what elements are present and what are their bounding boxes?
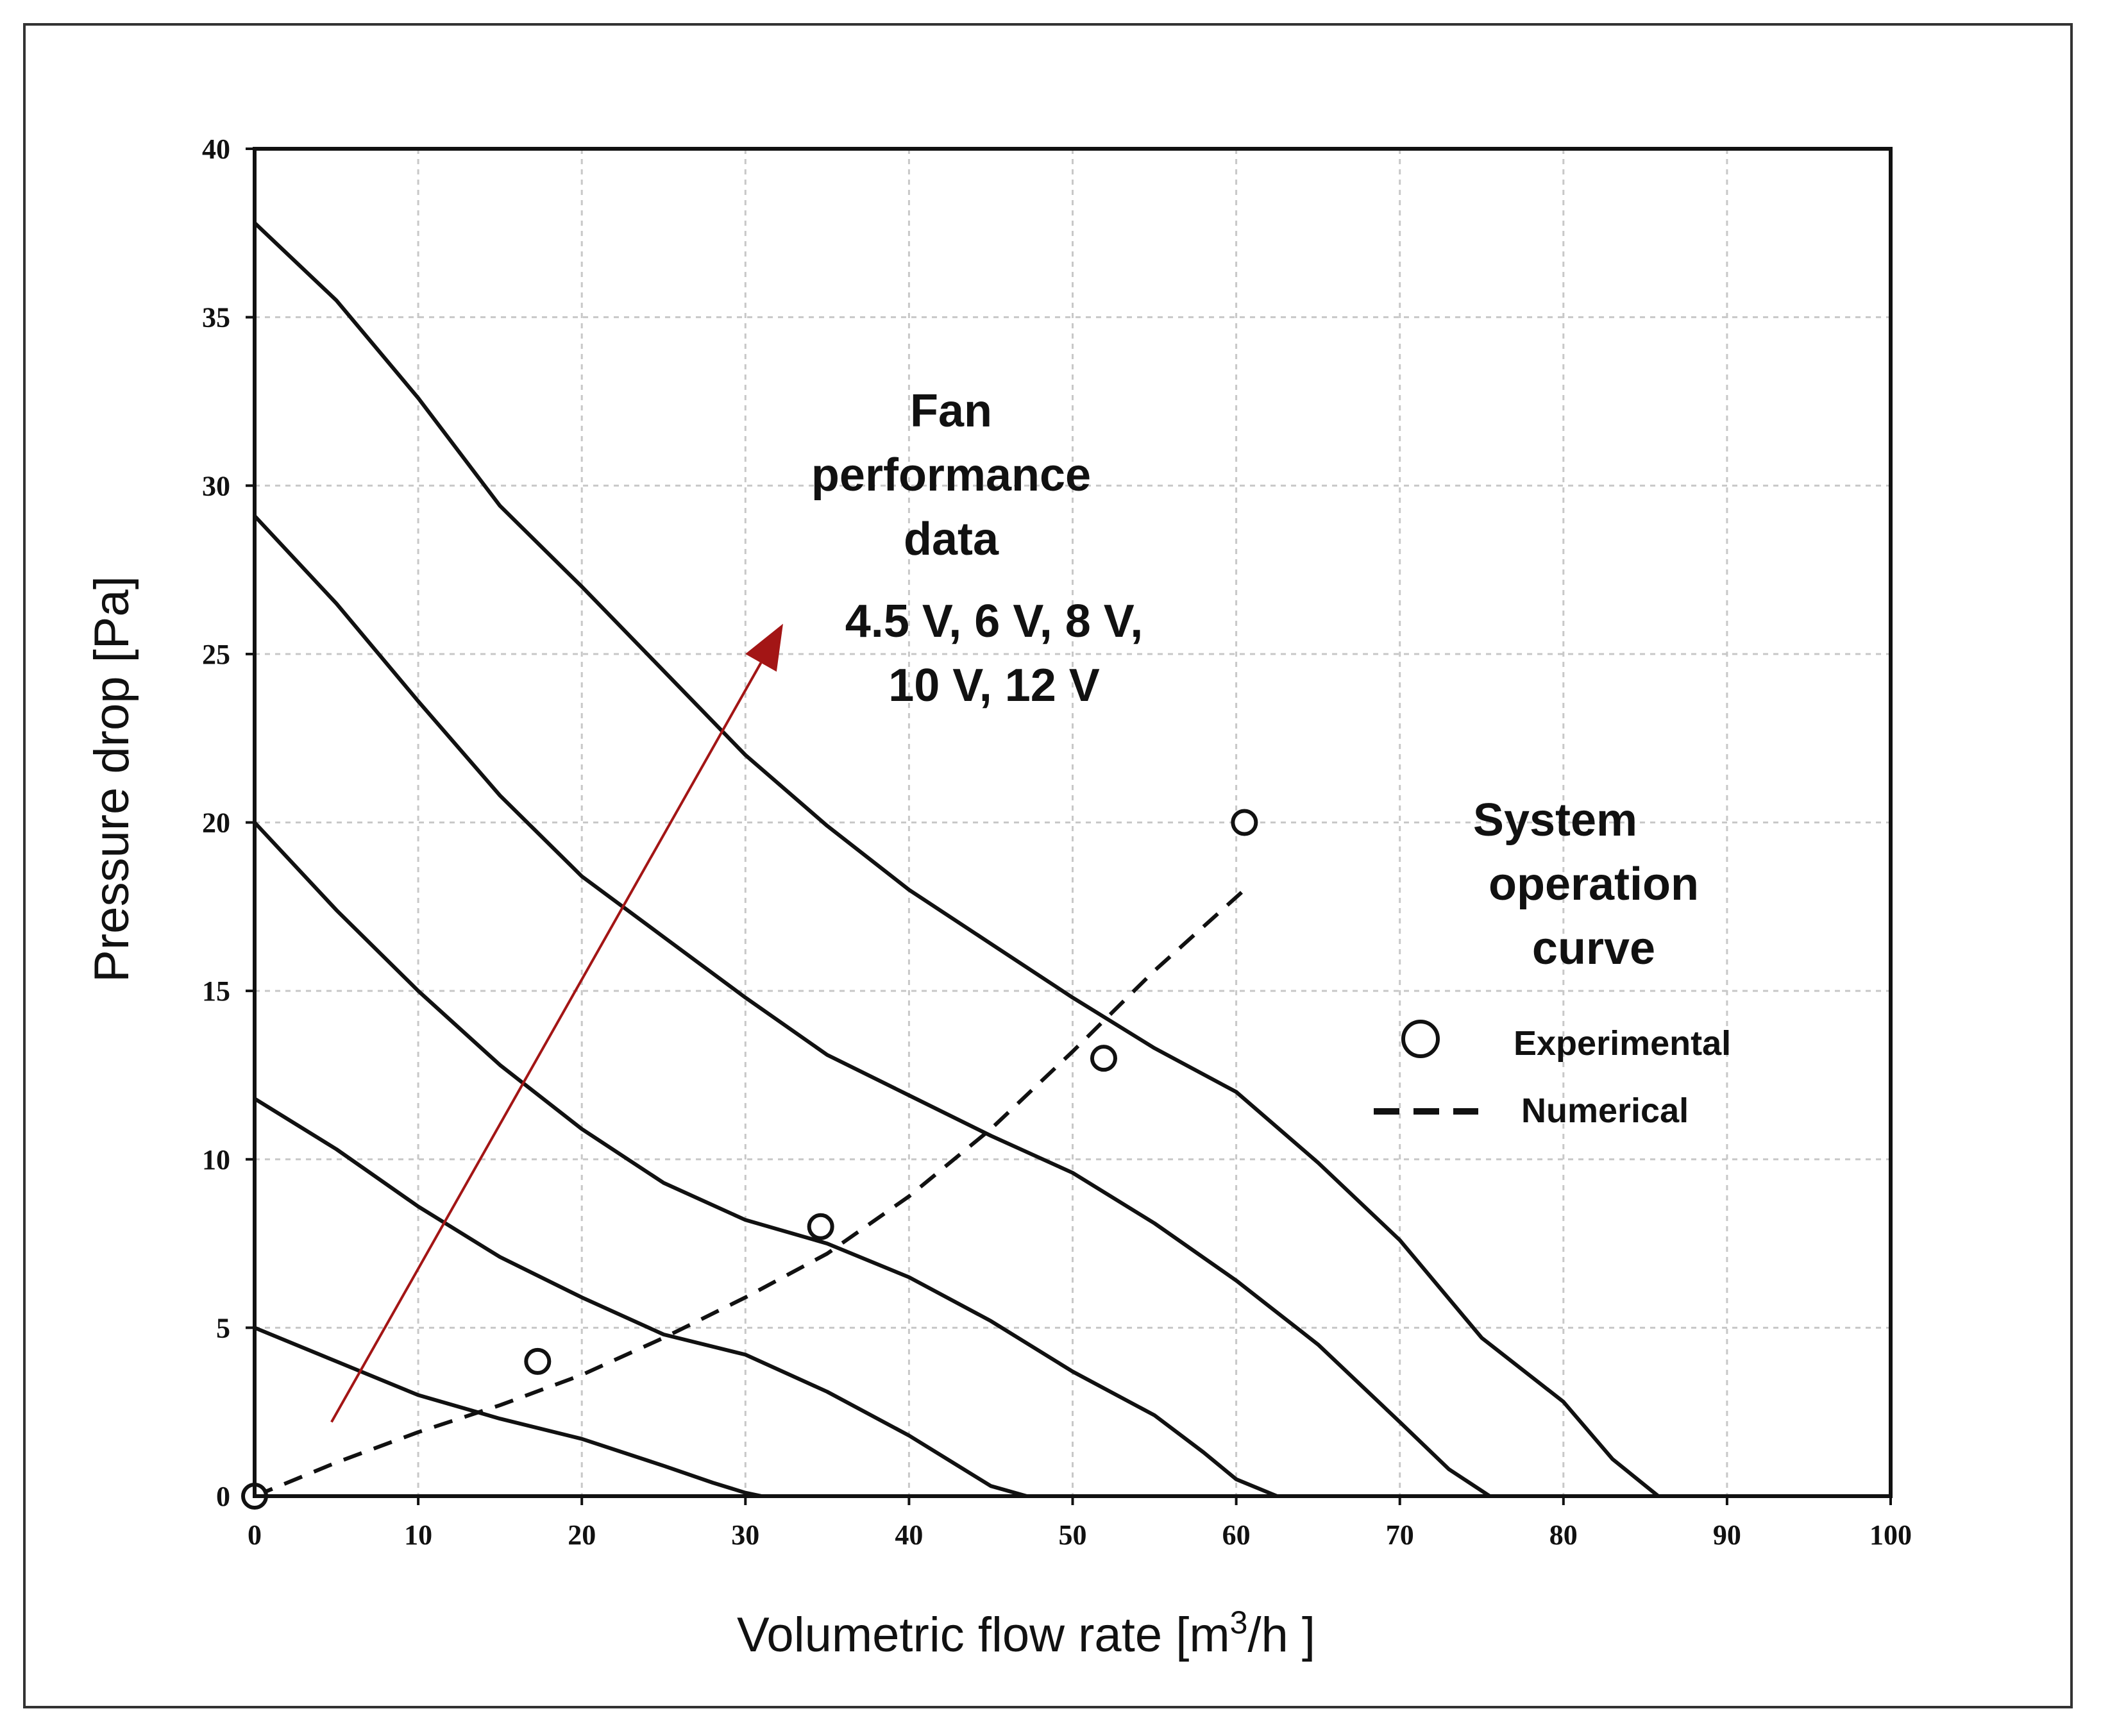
system-title-line-2: operation — [1489, 859, 1699, 910]
y-tick-label: 20 — [202, 807, 230, 839]
y-tick-label: 25 — [202, 639, 230, 670]
y-tick-label: 15 — [202, 975, 230, 1007]
fan-curve-12-v — [253, 221, 1660, 1498]
numerical-curve — [253, 888, 1246, 1498]
fan-curve-8-v — [253, 820, 1279, 1498]
x-axis-label: Volumetric flow rate [m3/h ] — [737, 1605, 1315, 1662]
voltages-line-2: 10 V, 12 V — [888, 660, 1100, 711]
x-tick-label: 40 — [895, 1519, 923, 1551]
y-tick-label: 30 — [202, 470, 230, 501]
x-tick-label: 20 — [568, 1519, 596, 1551]
x-tick-label: 70 — [1386, 1519, 1414, 1551]
fan-curve-6-v — [253, 1097, 1029, 1498]
x-tick-label: 50 — [1059, 1519, 1087, 1551]
experimental-point — [1090, 1045, 1117, 1072]
voltages-line-1: 4.5 V, 6 V, 8 V, — [845, 596, 1143, 647]
arrow-shaft — [330, 662, 763, 1423]
plot-area-border — [253, 147, 1893, 1498]
y-tick-label: 35 — [202, 302, 230, 333]
system-curve-annotation: System operation curve — [1473, 795, 1699, 974]
x-tick-label: 90 — [1713, 1519, 1741, 1551]
fan-performance-annotation: Fan performance data 4.5 V, 6 V, 8 V, 10… — [811, 385, 1143, 711]
y-tick-label: 10 — [202, 1144, 230, 1176]
grid-lines — [246, 147, 1892, 1505]
fan-title-line-1: Fan — [910, 385, 992, 437]
data-series — [241, 221, 1660, 1510]
fan-title-line-3: data — [904, 514, 999, 565]
x-tick-label: 100 — [1869, 1519, 1912, 1551]
figure-frame — [23, 23, 2073, 1708]
y-axis-label: Pressure drop [Pa] — [85, 576, 139, 982]
x-tick-label: 10 — [404, 1519, 432, 1551]
legend: Experimental Numerical — [1374, 1020, 1731, 1130]
legend-experimental-marker — [1401, 1020, 1440, 1058]
experimental-point — [524, 1347, 552, 1375]
legend-experimental-label: Experimental — [1514, 1024, 1731, 1063]
y-tick-label: 0 — [216, 1481, 230, 1512]
y-tick-labels: 0 5 10 15 20 25 30 35 40 — [202, 133, 230, 1512]
voltage-increase-arrow — [330, 623, 783, 1423]
fan-curve-10-v — [253, 514, 1492, 1498]
y-tick-label: 40 — [202, 133, 230, 165]
system-title-line-1: System — [1473, 795, 1637, 846]
x-tick-label: 80 — [1549, 1519, 1578, 1551]
experimental-point — [807, 1213, 834, 1240]
x-tick-label: 30 — [731, 1519, 759, 1551]
fan-curve-4-5-v — [253, 1326, 764, 1498]
y-tick-label: 5 — [216, 1312, 230, 1344]
fan-title-line-2: performance — [811, 450, 1091, 501]
x-tick-labels: 0 10 20 30 40 50 60 70 80 90 100 — [248, 1519, 1912, 1551]
x-tick-label: 60 — [1222, 1519, 1251, 1551]
system-title-line-3: curve — [1532, 923, 1655, 974]
experimental-point — [1231, 809, 1258, 836]
arrow-head — [745, 623, 783, 672]
x-tick-label: 0 — [248, 1519, 262, 1551]
legend-numerical-label: Numerical — [1521, 1091, 1689, 1130]
